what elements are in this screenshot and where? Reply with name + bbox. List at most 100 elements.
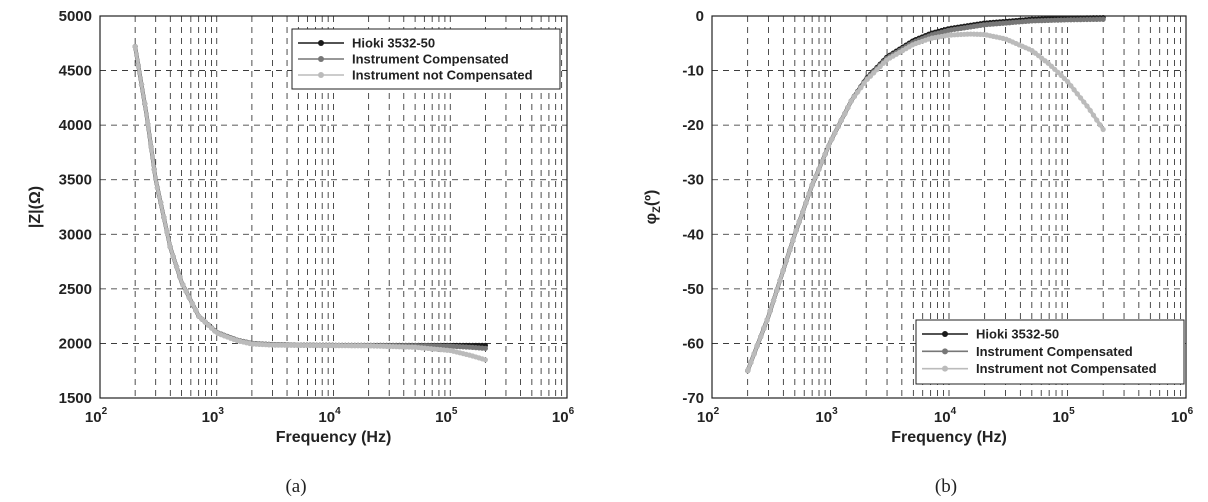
x-tick-label: 105	[1052, 406, 1075, 426]
data-point	[867, 73, 874, 79]
data-point	[816, 166, 822, 173]
data-point	[142, 101, 148, 107]
data-point	[819, 159, 825, 165]
y-tick-label: 0	[696, 8, 704, 25]
data-point	[151, 166, 157, 173]
legend-swatch-marker	[942, 348, 948, 355]
data-point	[177, 273, 183, 280]
data-point	[832, 130, 838, 136]
data-point	[1065, 79, 1071, 85]
data-point	[1090, 112, 1097, 118]
data-point	[770, 298, 777, 304]
data-point	[877, 63, 883, 70]
data-point	[825, 143, 832, 149]
legend-swatch-marker	[942, 365, 948, 372]
data-point	[851, 93, 857, 100]
data-point	[757, 334, 764, 340]
data-point	[793, 227, 799, 234]
data-point	[1048, 63, 1055, 69]
x-tick-label: 103	[202, 406, 225, 426]
data-point	[1055, 69, 1061, 75]
data-point	[858, 85, 864, 91]
y-tick-label: 3500	[59, 172, 92, 189]
data-point	[803, 200, 809, 206]
legend-swatch-marker	[318, 56, 324, 62]
y-tick-label: -20	[682, 117, 704, 134]
data-point	[1100, 16, 1106, 22]
data-point	[173, 264, 180, 270]
data-point	[835, 123, 841, 130]
x-tick-label: 104	[934, 406, 957, 426]
data-point	[848, 98, 854, 104]
x-tick-label: 102	[85, 406, 108, 426]
x-tick-label: 103	[815, 406, 838, 426]
data-point	[787, 247, 793, 253]
data-point	[796, 218, 802, 224]
data-point	[482, 345, 488, 351]
y-tick-label: 5000	[59, 8, 92, 25]
data-point	[748, 359, 754, 365]
data-point	[838, 117, 844, 123]
data-point	[1071, 87, 1077, 93]
plot-area-frame	[711, 15, 1187, 399]
data-point	[806, 191, 812, 197]
data-point	[164, 229, 170, 235]
data-point	[1077, 95, 1084, 101]
series-line	[133, 44, 488, 351]
data-point	[845, 104, 851, 111]
legend-entry-label: Hioki 3532-50	[976, 327, 1059, 342]
legend-swatch-marker	[318, 40, 324, 46]
legend-entry-label: Hioki 3532-50	[352, 36, 435, 51]
data-point	[193, 307, 199, 313]
y-tick-label: 4000	[59, 117, 92, 134]
y-tick-label: 1500	[59, 390, 92, 407]
series-line	[133, 44, 488, 362]
data-point	[1061, 75, 1067, 82]
x-tick-label: 106	[1171, 406, 1194, 426]
data-point	[154, 185, 161, 191]
series-line	[745, 17, 1105, 373]
y-tick-label: -50	[682, 281, 704, 298]
data-point	[790, 237, 796, 243]
data-point	[161, 214, 167, 220]
data-point	[145, 121, 151, 127]
data-point	[189, 301, 196, 307]
y-tick-label: -70	[682, 390, 704, 407]
data-point	[764, 317, 770, 323]
legend-entry-label: Instrument Compensated	[352, 52, 509, 67]
data-point	[754, 342, 760, 348]
data-point	[1052, 66, 1058, 72]
data-point	[1087, 107, 1093, 114]
x-tick-label: 106	[552, 406, 575, 426]
legend-entry-label: Instrument Compensated	[976, 344, 1133, 359]
series-line	[133, 44, 488, 348]
data-point	[861, 80, 867, 86]
y-tick-label: -60	[682, 335, 704, 352]
impedance-magnitude-panel: 102 103 104 105 106 1500 2000 2500 3000 3500 4000 4…	[27, 8, 575, 497]
y-tick-label: 2500	[59, 281, 92, 298]
data-point	[186, 294, 192, 301]
x-axis-label: Frequency (Hz)	[891, 429, 1007, 446]
data-point	[800, 209, 806, 215]
data-point	[842, 111, 848, 117]
data-point	[1081, 99, 1087, 105]
data-point	[829, 136, 835, 142]
y-tick-label: 4500	[59, 63, 92, 80]
data-point	[1100, 126, 1106, 133]
data-point	[822, 151, 828, 157]
y-tick-label: 3000	[59, 226, 92, 243]
data-point	[132, 43, 138, 50]
data-point	[809, 182, 815, 188]
data-point	[148, 144, 154, 150]
panel-caption: (b)	[935, 476, 957, 497]
data-point	[167, 244, 173, 250]
x-tick-label: 102	[697, 406, 720, 426]
data-point	[135, 63, 141, 69]
data-point	[158, 199, 164, 206]
data-point	[854, 89, 861, 95]
data-point	[777, 277, 783, 284]
x-tick-label: 105	[435, 406, 458, 426]
